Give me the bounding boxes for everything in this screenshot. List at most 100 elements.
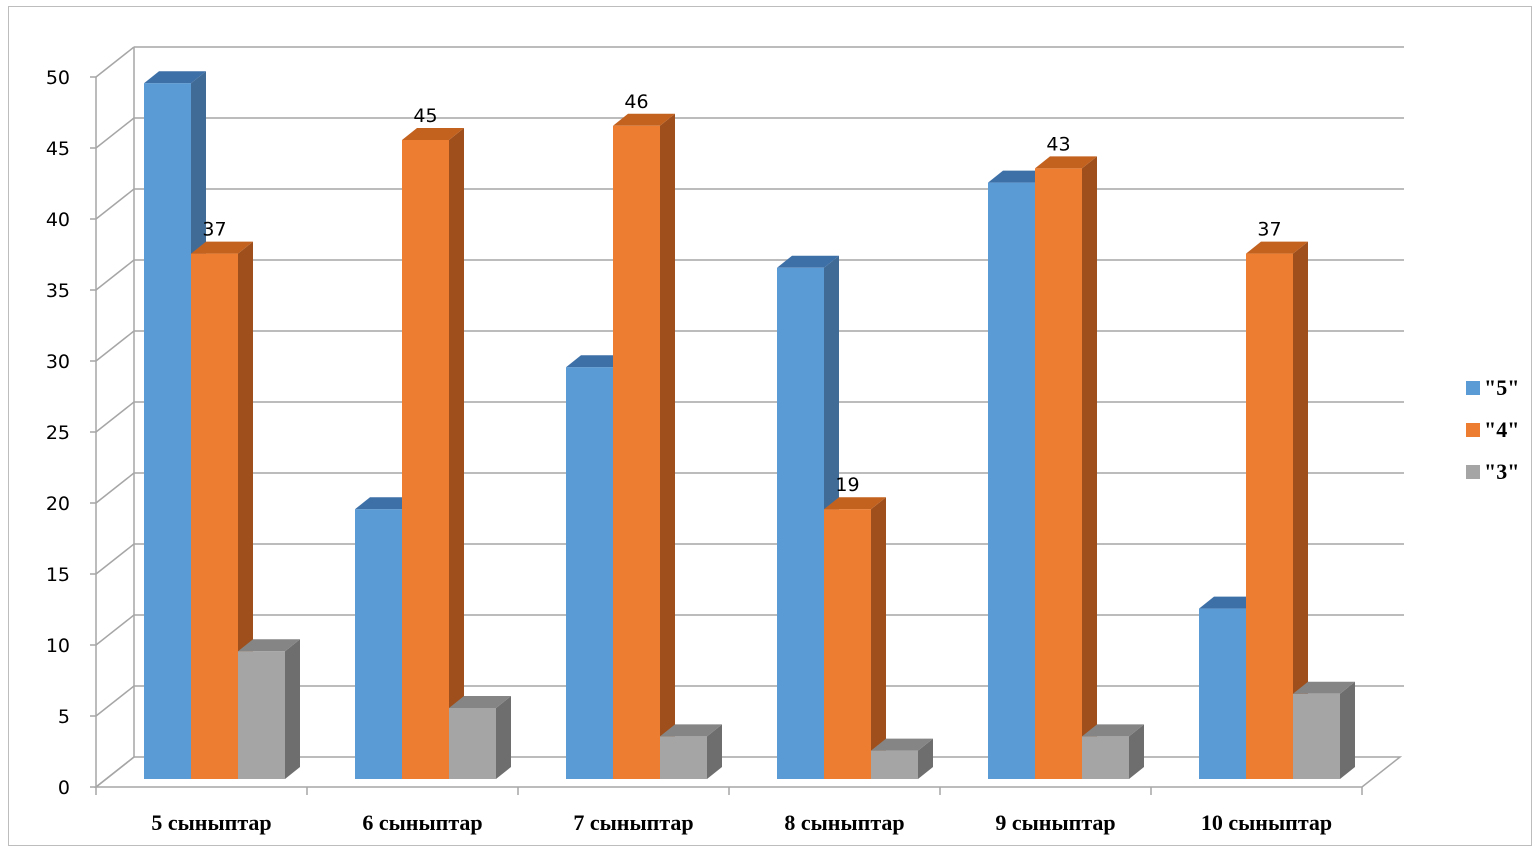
gridline-side — [95, 756, 135, 788]
bar-front — [1035, 168, 1082, 779]
y-tick-label: 50 — [46, 67, 70, 89]
bar-top — [777, 255, 839, 268]
bar-front — [144, 83, 191, 779]
gridline-side — [95, 472, 135, 504]
y-tick-label: 0 — [58, 777, 70, 799]
bar-side — [871, 497, 886, 779]
bar-front — [566, 367, 613, 779]
gridline-side — [95, 614, 135, 646]
y-tick-label: 30 — [46, 351, 70, 373]
bar-top — [988, 170, 1050, 183]
bar-front — [777, 267, 824, 779]
bar-top — [1246, 241, 1308, 254]
bar-side — [285, 639, 300, 779]
data-label: 37 — [202, 219, 226, 241]
bar — [1293, 681, 1355, 779]
gridline-side — [95, 685, 135, 717]
y-tick-label: 25 — [46, 422, 70, 444]
bar-top — [191, 241, 253, 254]
bar — [238, 639, 300, 779]
bar-side — [496, 696, 511, 779]
bar — [1082, 724, 1144, 779]
bar-top — [355, 497, 417, 510]
bar — [613, 113, 675, 780]
bar-front — [191, 253, 238, 780]
bar-front — [1293, 693, 1340, 779]
gridline-side — [95, 117, 135, 149]
y-tick-label: 5 — [58, 706, 70, 728]
bar-top — [402, 128, 464, 140]
gridline-side — [95, 259, 135, 291]
x-tick-label: 7 сыныптар — [573, 810, 693, 835]
bar-side — [1293, 241, 1308, 780]
bar-side — [1129, 724, 1144, 779]
bar — [824, 497, 886, 779]
legend-label: "4" — [1484, 417, 1519, 442]
bar-side — [449, 128, 464, 779]
legend-swatch — [1466, 381, 1480, 395]
bar-front — [355, 509, 402, 779]
gridlines — [95, 46, 1404, 788]
bar — [1246, 241, 1308, 780]
bar-top — [1082, 724, 1144, 737]
bar-front — [1199, 608, 1246, 779]
bar-top — [613, 113, 675, 126]
bar-top — [449, 696, 511, 708]
bar-top — [1199, 596, 1261, 609]
y-tick-label: 45 — [46, 138, 70, 160]
bar-side — [1340, 681, 1355, 779]
data-label: 19 — [835, 474, 859, 496]
x-tick-label: 10 сыныптар — [1201, 810, 1332, 835]
x-tick-label: 8 сыныптар — [784, 810, 904, 835]
x-tick-label: 9 сыныптар — [995, 810, 1115, 835]
data-label: 43 — [1046, 133, 1070, 155]
bar-front — [402, 140, 449, 779]
bar-front — [824, 509, 871, 779]
bar — [191, 241, 253, 780]
bar-front — [613, 125, 660, 780]
bar-front — [1246, 253, 1293, 780]
data-labels: 37 45 46 19 43 37 — [202, 91, 1281, 496]
bar — [449, 696, 511, 779]
bar-front — [660, 736, 707, 779]
gridline-side — [95, 188, 135, 220]
data-label: 45 — [413, 105, 437, 127]
y-tick-label: 15 — [46, 564, 70, 586]
bar — [871, 738, 933, 779]
x-axis: 5 сыныптар 6 сыныптар 7 сыныптар 8 сыныптар… — [95, 787, 1363, 835]
bar-front — [449, 708, 496, 779]
bar-side — [660, 113, 675, 780]
legend: "5" "4" "3" — [1466, 375, 1519, 484]
bar-top — [566, 355, 628, 368]
gridline-side — [95, 543, 135, 575]
gridline-side — [95, 401, 135, 433]
y-tick-label: 20 — [46, 493, 70, 515]
y-tick-label: 10 — [46, 635, 70, 657]
y-axis: 0 5 10 15 20 25 30 35 40 45 50 — [46, 67, 96, 799]
bar-top — [660, 724, 722, 737]
bar-top — [1035, 156, 1097, 169]
y-tick-label: 40 — [46, 209, 70, 231]
bar-top — [871, 738, 933, 751]
bar-front — [871, 750, 918, 779]
bar-front — [238, 651, 285, 779]
legend-label: "5" — [1484, 375, 1519, 400]
bar-front — [1082, 736, 1129, 779]
legend-label: "3" — [1484, 459, 1519, 484]
bar-side — [1082, 156, 1097, 779]
bar-side — [707, 724, 722, 779]
bar — [1035, 156, 1097, 779]
legend-swatch — [1466, 423, 1480, 437]
y-tick-label: 35 — [46, 280, 70, 302]
bar-side — [918, 738, 933, 779]
bar-top — [1293, 681, 1355, 694]
bar-top — [144, 71, 206, 84]
legend-swatch — [1466, 465, 1480, 479]
bar — [402, 128, 464, 779]
bars — [144, 71, 1355, 780]
gridline-side — [95, 46, 135, 78]
x-tick-label: 6 сыныптар — [362, 810, 482, 835]
bar-front — [988, 182, 1035, 780]
bar-top — [238, 639, 300, 652]
